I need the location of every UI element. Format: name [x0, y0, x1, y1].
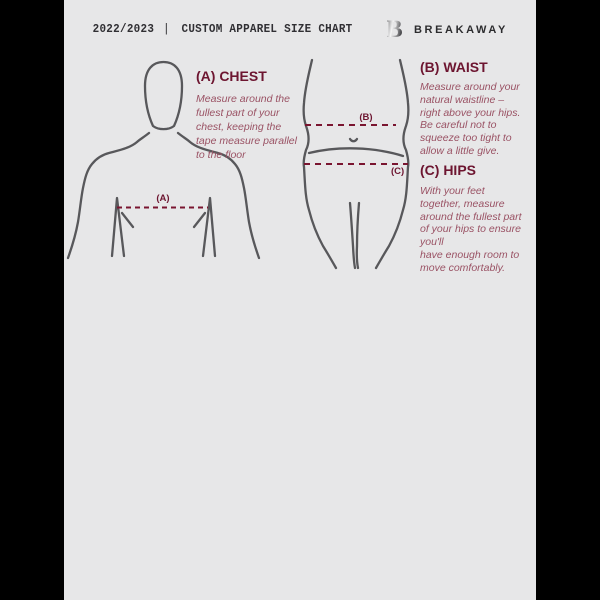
svg-text:B: B: [387, 18, 403, 42]
